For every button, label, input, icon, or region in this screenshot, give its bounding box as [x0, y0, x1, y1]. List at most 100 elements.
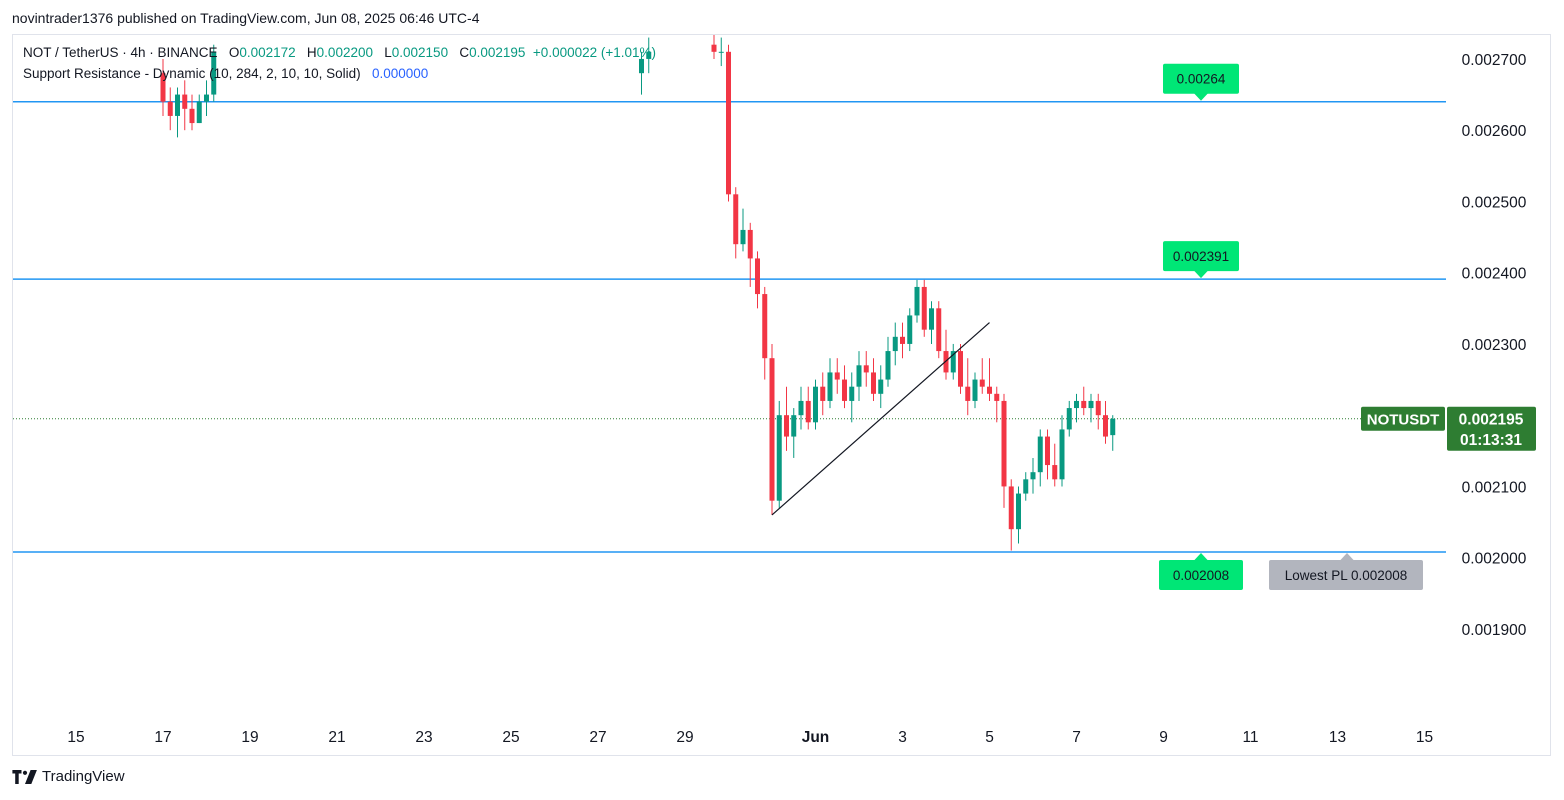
candle — [863, 351, 869, 387]
level-label-box — [1163, 241, 1239, 272]
candle — [1059, 415, 1065, 487]
y-tick-label: 0.002500 — [1462, 194, 1527, 211]
level-label-box — [1163, 63, 1239, 94]
open-value: 0.002172 — [239, 45, 296, 60]
candle-body — [784, 415, 789, 437]
candle-body — [950, 351, 956, 373]
y-tick-label: 0.002600 — [1462, 123, 1527, 140]
candle-body — [994, 393, 1000, 401]
candle-body — [813, 386, 818, 423]
candle-body — [196, 101, 202, 124]
footer-brand[interactable]: TradingView — [12, 768, 125, 785]
candle-body — [204, 94, 209, 102]
candle-body — [885, 351, 891, 380]
candle-body — [733, 194, 739, 245]
candle — [784, 386, 789, 451]
symbol-name[interactable]: NOT / TetherUS · 4h · BINANCE — [23, 45, 218, 60]
candle — [1066, 400, 1072, 437]
candle-body — [820, 386, 826, 401]
candle — [1074, 393, 1079, 423]
candle — [196, 94, 202, 124]
chart-frame — [12, 34, 1551, 756]
x-tick-label: 23 — [415, 729, 432, 746]
candle — [929, 301, 934, 344]
candle-body — [160, 73, 166, 102]
symbol-tag-box — [1361, 406, 1445, 431]
level-label-pointer — [1194, 552, 1208, 561]
candle — [1008, 479, 1014, 551]
y-tick-label: 0.002300 — [1462, 337, 1527, 354]
candle-body — [1008, 486, 1014, 530]
candle-body — [979, 379, 985, 387]
symbol-tag: NOTUSDT — [1361, 406, 1445, 431]
indicator-value: 0.000000 — [371, 66, 429, 81]
change-value: +0.000022 (+1.01%) — [532, 45, 657, 60]
x-tick-label: 21 — [328, 729, 345, 746]
x-tick-label: 9 — [1159, 729, 1168, 746]
candle — [211, 44, 217, 102]
candle-body — [740, 229, 746, 245]
candle — [1037, 429, 1043, 487]
price-axis[interactable]: 0.002700 0.002600 0.002500 0.002400 0.002300… — [1462, 52, 1527, 639]
candle-body — [167, 101, 173, 116]
candle — [1095, 393, 1101, 430]
candle-body — [1110, 418, 1116, 436]
candle — [639, 51, 644, 95]
levels-layer: 0.00264 0.002391 0.002008 Lowest PL 0.00200… — [13, 63, 1446, 590]
candle — [175, 87, 180, 138]
candle-body — [1016, 493, 1021, 530]
candle-body — [1103, 415, 1108, 437]
candle — [646, 37, 652, 74]
symbol-tag-text: NOTUSDT — [1367, 411, 1440, 428]
candle — [776, 400, 782, 508]
candle-body — [892, 336, 898, 352]
footer-brand-text: TradingView — [42, 768, 125, 785]
candle-body — [175, 94, 180, 116]
candle — [820, 372, 826, 416]
candle — [943, 329, 949, 380]
y-tick-label: 0.002400 — [1462, 266, 1527, 283]
candle-body — [182, 94, 188, 109]
candle-body — [1074, 400, 1079, 409]
indicator-legend[interactable]: Support Resistance - Dynamic (10, 284, 2… — [23, 66, 428, 81]
candle — [958, 343, 963, 394]
level-label-pointer — [1194, 93, 1208, 101]
candle — [1030, 457, 1036, 494]
lowest-pl-pointer — [1340, 552, 1354, 561]
candle-body — [1030, 472, 1036, 480]
lowest-pl-box — [1269, 559, 1423, 590]
candle — [160, 58, 166, 116]
indicator-name[interactable]: Support Resistance - Dynamic (10, 284, 2… — [23, 66, 361, 81]
candle-body — [972, 379, 978, 401]
candle — [1001, 393, 1007, 508]
candle — [1088, 393, 1094, 423]
low-value: 0.002150 — [391, 45, 449, 60]
last-price-tag: 0.002195 01:13:31 — [1447, 406, 1536, 451]
candle — [994, 386, 1000, 423]
x-tick-label: 29 — [676, 729, 693, 746]
candle — [950, 343, 956, 380]
candle — [769, 343, 775, 515]
candle — [747, 222, 753, 287]
candle — [907, 308, 913, 352]
candle-body — [1037, 436, 1043, 473]
candle-body — [842, 379, 847, 401]
candle-body — [958, 351, 963, 387]
candle-body — [1088, 400, 1094, 409]
high-value: 0.002200 — [316, 45, 373, 60]
candle-body — [718, 51, 724, 53]
candle — [1103, 400, 1108, 444]
time-axis[interactable]: 15 17 19 21 23 25 27 29 Jun 3 5 7 9 11 13 15 — [67, 729, 1433, 746]
candle — [987, 358, 992, 401]
candle — [805, 386, 811, 430]
level-label: 0.002008 — [1159, 552, 1243, 590]
candle-body — [1045, 436, 1050, 466]
candle — [189, 94, 195, 131]
candle-body — [776, 415, 782, 501]
x-tick-label: 13 — [1329, 729, 1346, 746]
candle-body — [755, 258, 760, 295]
candle — [1081, 386, 1087, 416]
candle — [1110, 415, 1116, 451]
x-tick-label: 3 — [898, 729, 907, 746]
